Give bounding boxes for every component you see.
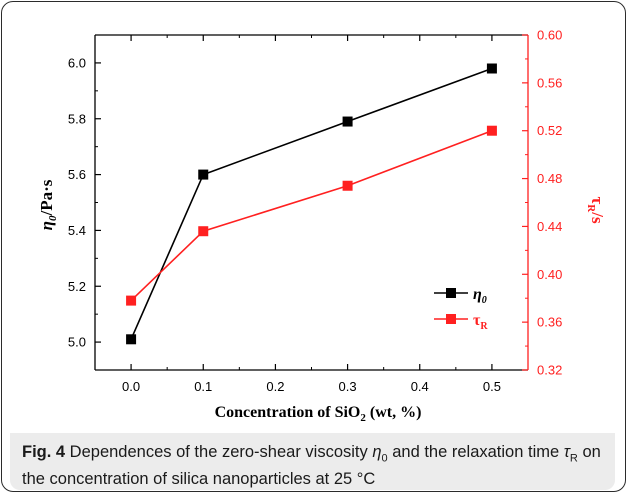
y-axis-left-label: η0/Pa·s [37, 179, 59, 230]
y-left-tick-label: 6.0 [68, 55, 86, 70]
y-left-tick-label: 5.4 [68, 223, 86, 238]
data-point-tau [486, 125, 497, 136]
y-left-tick-label: 5.8 [68, 111, 86, 126]
axis-labels: η0/Pa·s τR/s Concentration of SiO2 (wt, … [37, 179, 607, 424]
data-point-eta [198, 169, 209, 180]
y-right-tick-label: 0.52 [537, 123, 562, 138]
tick-marks: 0.0 0.1 0.2 0.3 0.4 0.5 5.0 5.2 5.4 5.6 5.8 6.0 0.32… [68, 28, 562, 395]
x-axis-label-main: Concentration of SiO [215, 404, 361, 421]
y-right-tick-label: 0.48 [537, 171, 562, 186]
legend-tau-symbol: τ [473, 312, 481, 329]
legend-eta-label: η0 [473, 286, 487, 306]
x-axis-label-sub: 2 [360, 412, 366, 424]
legend-eta-symbol: η [473, 286, 482, 303]
series-line-eta [130, 67, 493, 340]
legend-eta-sub: 0 [482, 295, 487, 306]
series-line-tau [130, 129, 493, 302]
data-point-eta [342, 116, 353, 127]
y-left-tick-label: 5.2 [68, 279, 86, 294]
caption-tau-sub: R [569, 452, 578, 465]
y-right-tick-label: 0.60 [537, 28, 562, 43]
y-right-tick-label: 0.40 [537, 267, 562, 282]
x-axis-label-rest: (wt, %) [366, 404, 422, 421]
y-axis-right-unit: /s [588, 211, 607, 224]
data-point-eta [486, 63, 497, 74]
y-right-tick-label: 0.32 [537, 363, 562, 378]
legend: η0 τR [434, 286, 488, 332]
y-left-tick-label: 5.6 [68, 167, 86, 182]
caption-text-2: and the relaxation time [387, 443, 564, 461]
y-axis-left-unit: /Pa·s [37, 179, 56, 216]
x-tick-label: 0.3 [339, 379, 357, 394]
data-point-tau [126, 295, 137, 306]
x-tick-label: 0.1 [194, 379, 212, 394]
caption-figure-label: Fig. 4 [22, 443, 66, 461]
legend-tau-sub: R [480, 321, 488, 332]
y-axis-right-symbol: τ [588, 196, 607, 204]
caption-text-1: Dependences of the zero-shear viscosity [65, 443, 373, 461]
x-axis-label: Concentration of SiO2 (wt, %) [215, 404, 422, 424]
legend-tau-label: τR [473, 312, 488, 332]
y-axis-right-label: τR/s [585, 196, 607, 224]
data-point-tau [198, 226, 209, 237]
legend-tau-marker [446, 314, 456, 324]
caption-text-3: on the concentration of silica nanoparti… [22, 443, 601, 489]
x-tick-label: 0.5 [483, 379, 501, 394]
caption-eta-sub: 0 [381, 452, 388, 465]
y-right-tick-label: 0.56 [537, 75, 562, 90]
y-axis-left-symbol: η [37, 221, 56, 230]
y-right-tick-label: 0.44 [537, 219, 562, 234]
figure-caption: Fig. 4 Dependences of the zero-shear vis… [10, 433, 615, 490]
x-tick-label: 0.0 [122, 379, 140, 394]
data-point-tau [342, 180, 353, 191]
legend-eta-marker [446, 288, 456, 298]
x-tick-label: 0.4 [411, 379, 429, 394]
y-right-tick-label: 0.36 [537, 315, 562, 330]
data-point-eta [126, 334, 137, 345]
caption-tau-symbol: τ [563, 443, 570, 461]
y-left-tick-label: 5.0 [68, 335, 86, 350]
y-axis-right-sub: R [585, 204, 597, 213]
x-tick-label: 0.2 [266, 379, 284, 394]
caption-eta-symbol: η [372, 443, 382, 461]
series-layer [126, 63, 497, 345]
y-axis-left-sub: 0 [47, 215, 59, 221]
